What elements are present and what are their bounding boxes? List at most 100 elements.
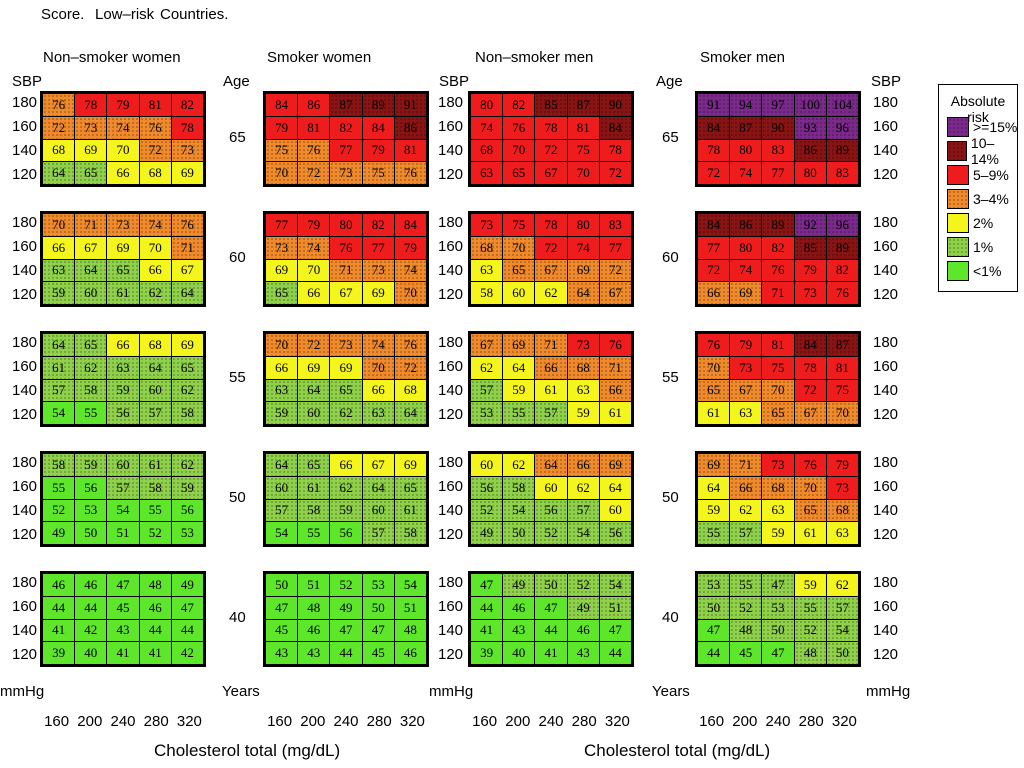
- risk-cell: 67: [730, 379, 762, 402]
- risk-cell: 72: [599, 162, 631, 184]
- risk-cell: 68: [43, 139, 75, 162]
- risk-cell: 78: [599, 139, 631, 162]
- risk-cell: 69: [730, 282, 762, 304]
- risk-grid: 76 78 79 81 82 72 73 74 76 78 68 69 70 72 73 64 65 66 68 69: [40, 91, 206, 187]
- risk-cell: 44: [139, 619, 171, 642]
- cholesterol-tick: 280: [798, 713, 824, 730]
- risk-cell: 67: [362, 454, 394, 476]
- risk-cell: 78: [535, 214, 567, 236]
- sbp-tick-right: 180: [873, 214, 899, 231]
- risk-cell: 59: [43, 282, 75, 304]
- sbp-tick-right: 160: [873, 358, 899, 375]
- risk-cell: 64: [599, 476, 631, 499]
- risk-cell: 76: [503, 116, 535, 139]
- risk-cell: 52: [471, 499, 503, 522]
- risk-cell: 47: [330, 619, 362, 642]
- legend: Absolute risk >=15% 10–14% 5–9% 3–4% 2% 1% <1%: [938, 84, 1018, 292]
- risk-cell: 59: [107, 379, 139, 402]
- risk-cell: 92: [794, 214, 826, 236]
- mmhg-label-middle: mmHg: [429, 683, 474, 700]
- risk-cell: 76: [762, 259, 794, 282]
- risk-cell: 60: [362, 499, 394, 522]
- risk-cell: 76: [826, 282, 858, 304]
- sbp-tick-middle: 160: [438, 358, 464, 375]
- risk-cell: 66: [698, 282, 730, 304]
- risk-cell: 70: [298, 259, 330, 282]
- risk-cell: 85: [535, 94, 567, 116]
- risk-cell: 78: [698, 139, 730, 162]
- risk-cell: 45: [362, 642, 394, 664]
- cholesterol-tick: 240: [765, 713, 791, 730]
- risk-cell: 50: [266, 574, 298, 596]
- risk-cell: 87: [730, 116, 762, 139]
- risk-cell: 40: [503, 642, 535, 664]
- sbp-tick-middle: 160: [438, 238, 464, 255]
- age-tick-right: 50: [662, 489, 679, 506]
- risk-cell: 74: [298, 236, 330, 259]
- age-tick-left: 60: [229, 249, 246, 266]
- risk-cell: 56: [535, 499, 567, 522]
- risk-cell: 63: [471, 162, 503, 184]
- risk-cell: 71: [535, 334, 567, 356]
- risk-cell: 86: [730, 214, 762, 236]
- panel-title-nonsmoker-men: Non–smoker men: [475, 49, 594, 66]
- age-tick-left: 55: [229, 369, 246, 386]
- risk-cell: 45: [266, 619, 298, 642]
- risk-cell: 74: [362, 334, 394, 356]
- risk-grid: 64 65 66 68 69 61 62 63 64 65 57 58 59 60 62 54 55 56 57 58: [40, 331, 206, 427]
- risk-cell: 73: [826, 476, 858, 499]
- risk-cell: 76: [139, 116, 171, 139]
- risk-cell: 73: [107, 214, 139, 236]
- risk-cell: 70: [503, 139, 535, 162]
- age-tick-right: 40: [662, 609, 679, 626]
- xlabel-right: Cholesterol total (mg/dL): [584, 741, 771, 760]
- sbp-tick-left: 180: [12, 334, 38, 351]
- risk-cell: 61: [698, 402, 730, 424]
- risk-cell: 52: [730, 596, 762, 619]
- risk-cell: 80: [730, 236, 762, 259]
- risk-cell: 62: [75, 356, 107, 379]
- risk-cell: 60: [75, 282, 107, 304]
- risk-cell: 53: [698, 574, 730, 596]
- risk-cell: 45: [107, 596, 139, 619]
- sbp-tick-middle: 160: [438, 478, 464, 495]
- risk-cell: 47: [535, 596, 567, 619]
- sbp-tick-left: 160: [12, 478, 38, 495]
- risk-cell: 47: [471, 574, 503, 596]
- risk-cell: 73: [762, 454, 794, 476]
- risk-cell: 96: [826, 116, 858, 139]
- risk-cell: 59: [794, 574, 826, 596]
- risk-cell: 66: [330, 454, 362, 476]
- sbp-tick-right: 120: [873, 286, 899, 303]
- sbp-tick-middle: 120: [438, 286, 464, 303]
- risk-grid: 70 72 73 74 76 66 69 69 70 72 63 64 65 66 68 59 60 62 63 64: [263, 331, 429, 427]
- legend-title: Absolute risk: [950, 93, 1006, 125]
- risk-cell: 43: [503, 619, 535, 642]
- risk-cell: 62: [171, 454, 203, 476]
- risk-grid: 84 86 89 92 96 77 80 82 85 89 72 74 76 79 82 66 69 71 73 76: [695, 211, 861, 307]
- risk-cell: 44: [535, 619, 567, 642]
- sbp-tick-middle: 160: [438, 598, 464, 615]
- risk-cell: 55: [139, 499, 171, 522]
- risk-cell: 62: [730, 499, 762, 522]
- risk-cell: 70: [266, 162, 298, 184]
- legend-item: >=15%: [947, 117, 1017, 137]
- risk-cell: 73: [730, 356, 762, 379]
- caption-countries: Countries.: [160, 6, 229, 23]
- cholesterol-tick: 160: [472, 713, 498, 730]
- risk-cell: 46: [394, 642, 426, 664]
- risk-grid: 58 59 60 61 62 55 56 57 58 59 52 53 54 55 56 49 50 51 52 53: [40, 451, 206, 547]
- risk-cell: 68: [139, 162, 171, 184]
- risk-cell: 57: [266, 499, 298, 522]
- risk-cell: 81: [762, 334, 794, 356]
- risk-cell: 63: [567, 379, 599, 402]
- sbp-tick-left: 160: [12, 598, 38, 615]
- risk-cell: 44: [43, 596, 75, 619]
- risk-cell: 70: [394, 282, 426, 304]
- risk-cell: 54: [567, 522, 599, 544]
- risk-cell: 63: [826, 522, 858, 544]
- risk-cell: 69: [394, 454, 426, 476]
- risk-cell: 81: [567, 116, 599, 139]
- risk-cell: 44: [171, 619, 203, 642]
- sbp-tick-right: 140: [873, 502, 899, 519]
